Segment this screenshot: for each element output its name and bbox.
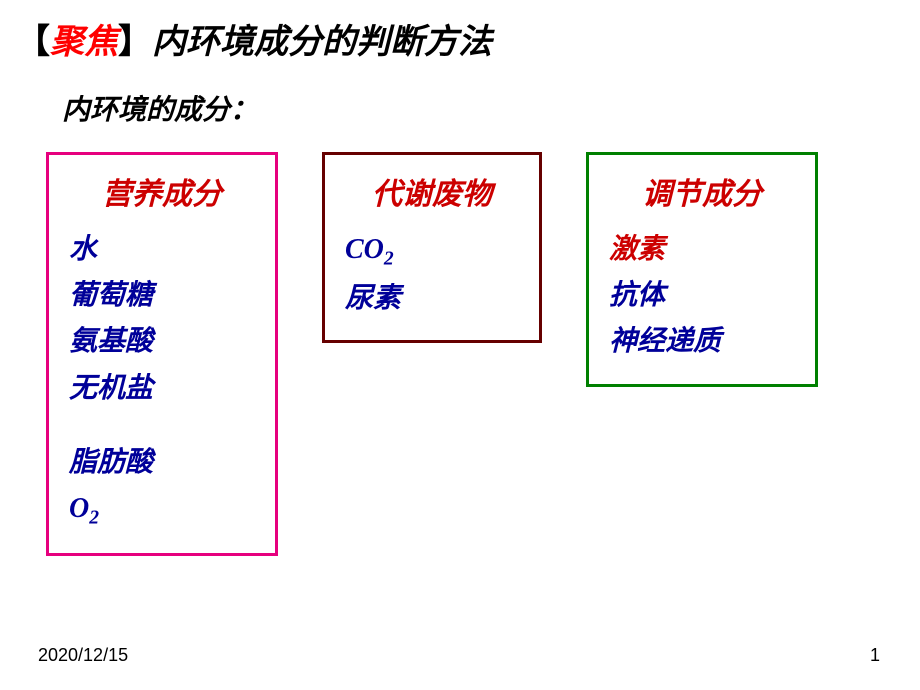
title-focus-word: 聚焦 xyxy=(50,24,118,61)
list-item: 抗体 xyxy=(609,273,795,319)
title-bracket-close: 】 xyxy=(118,24,152,61)
list-item: 激素 xyxy=(609,227,795,273)
list-item: O2 xyxy=(69,486,255,535)
page-title: 【聚焦】内环境成分的判断方法 xyxy=(16,14,492,63)
subtitle: 内环境的成分： xyxy=(62,88,258,128)
slide: 【聚焦】内环境成分的判断方法 内环境的成分： 营养成分水葡萄糖氨基酸无机盐脂肪酸… xyxy=(0,0,920,690)
list-item: 脂肪酸 xyxy=(69,440,255,486)
footer-date: 2020/12/15 xyxy=(38,645,128,666)
list-item: CO2 xyxy=(345,227,519,276)
box-list-regulate: 激素抗体神经递质 xyxy=(609,227,795,366)
box-row: 营养成分水葡萄糖氨基酸无机盐脂肪酸O2代谢废物CO2尿素调节成分激素抗体神经递质 xyxy=(46,152,884,556)
title-bracket-open: 【 xyxy=(16,24,50,61)
box-nutrients: 营养成分水葡萄糖氨基酸无机盐脂肪酸O2 xyxy=(46,152,278,556)
list-item: 葡萄糖 xyxy=(69,273,255,319)
box-head-regulate: 调节成分 xyxy=(609,169,795,213)
list-item: 无机盐 xyxy=(69,366,255,412)
box-head-nutrients: 营养成分 xyxy=(69,169,255,213)
list-item: 水 xyxy=(69,227,255,273)
list-item: 尿素 xyxy=(345,276,519,322)
box-list-waste: CO2尿素 xyxy=(345,227,519,322)
box-regulate: 调节成分激素抗体神经递质 xyxy=(586,152,818,387)
footer-page: 1 xyxy=(870,645,880,666)
box-waste: 代谢废物 CO2尿素 xyxy=(322,152,542,343)
title-rest: 内环境成分的判断方法 xyxy=(152,24,492,61)
list-item: 氨基酸 xyxy=(69,319,255,365)
box-list-nutrients: 水葡萄糖氨基酸无机盐脂肪酸O2 xyxy=(69,227,255,535)
list-item: 神经递质 xyxy=(609,319,795,365)
box-head-waste: 代谢废物 xyxy=(345,169,519,213)
